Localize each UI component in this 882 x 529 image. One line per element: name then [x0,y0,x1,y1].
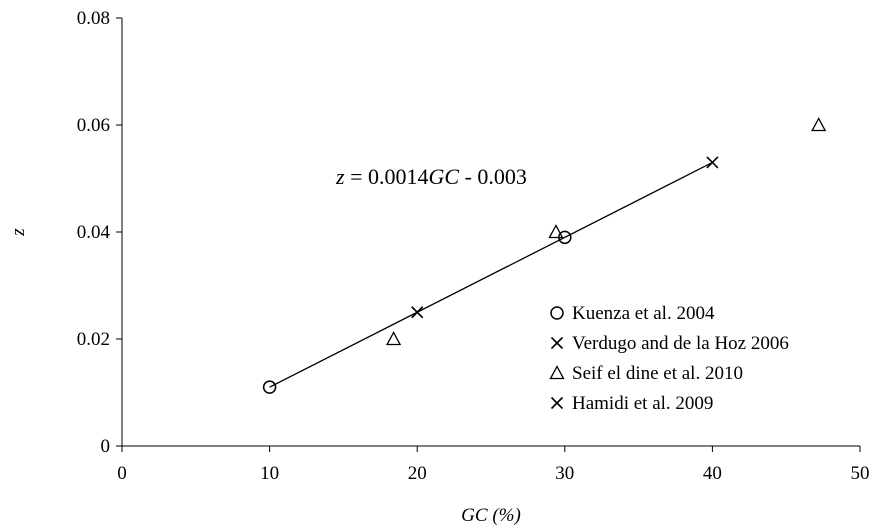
y-axis-title: z [8,228,29,237]
data-point [706,156,719,169]
x-tick-label: 0 [117,463,127,484]
plot-area: 0 10 20 30 40 50 0 0.02 0.04 0.06 0.08 [77,8,870,484]
equation-gc: GC [429,164,460,189]
x-tick-label: 20 [408,463,427,484]
legend-marker [550,336,564,350]
equation-coefficient: = 0.0014 [345,164,429,189]
y-tick-label: 0.06 [77,115,110,136]
y-ticks: 0 0.02 0.04 0.06 0.08 [77,8,122,457]
legend-marker [549,365,565,380]
x-tick-label: 30 [555,463,574,484]
data-point [548,224,564,239]
x-tick-label: 50 [851,463,870,484]
y-tick-label: 0.02 [77,329,110,350]
x-tick-label: 10 [260,463,279,484]
legend-marker [550,396,564,410]
data-point [385,331,402,346]
y-tick-label: 0 [101,436,111,457]
x-tick-label: 40 [703,463,722,484]
data-point [411,306,424,319]
legend-label: Kuenza et al. 2004 [572,303,715,324]
equation-z: z [335,164,345,189]
fit-line [269,161,713,388]
y-tick-label: 0.08 [77,8,110,29]
fit-equation: z = 0.0014GC - 0.003 [335,164,527,189]
y-tick-label: 0.04 [77,222,111,243]
equation-intercept: - 0.003 [459,164,527,189]
data-points [262,117,827,394]
x-ticks: 0 10 20 30 40 50 [117,446,870,484]
legend-label: Hamidi et al. 2009 [572,393,713,414]
legend-label: Seif el dine et al. 2010 [572,363,743,384]
legend: Kuenza et al. 2004 Verdugo and de la Hoz … [549,303,789,414]
data-point [811,117,827,132]
x-axis-title: GC (%) [461,505,521,526]
data-point [262,380,277,394]
legend-marker [550,306,564,320]
legend-label: Verdugo and de la Hoz 2006 [572,333,789,354]
